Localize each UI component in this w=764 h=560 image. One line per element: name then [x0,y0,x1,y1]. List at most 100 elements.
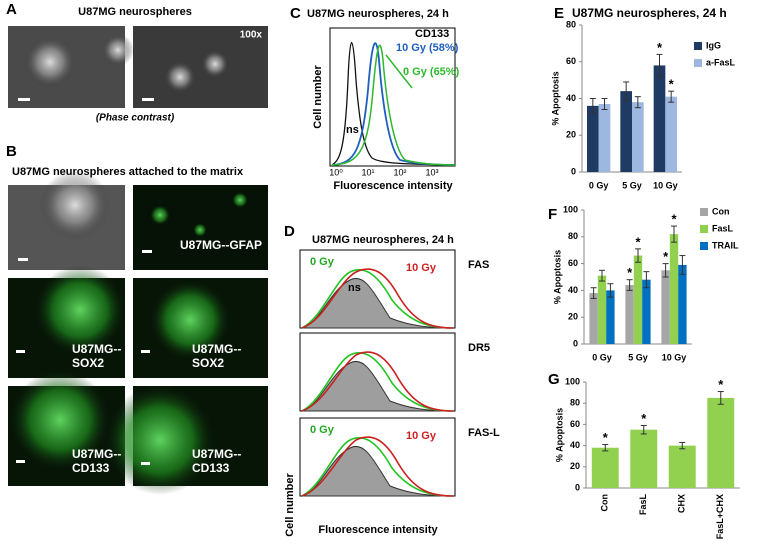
bar [678,264,687,344]
bar [630,429,658,488]
significance-star: * [657,40,663,55]
image-label: U87MG-- [192,447,241,461]
significance-star: * [627,265,633,280]
bar [665,96,677,172]
legend-swatch [694,59,702,67]
marker-label: FAS [468,259,489,271]
bar [620,91,632,172]
legend-swatch [700,225,708,233]
x-tick-label: CHX [677,494,687,513]
y-tick-label: 20 [568,312,578,322]
micrograph [8,26,134,108]
bar [587,105,599,172]
y-tick-label: 0 [573,338,578,348]
bar [653,65,666,172]
y-tick-label: 80 [568,231,578,241]
x-tick-label: 10 Gy [653,180,678,190]
bar [633,255,643,344]
y-tick-label: 20 [566,130,576,140]
y-axis-label: % Apoptosis [554,408,564,462]
caption: (Phase contrast) [96,113,175,124]
annotation: ns [348,282,361,294]
bar [669,234,679,344]
x-tick-label: FasL+CHX [715,494,725,539]
x-tick-label: 10³ [425,167,438,177]
legend-label: FasL [712,223,734,233]
x-tick-label: 5 Gy [622,180,642,190]
x-tick-label: FasL [638,494,648,516]
bar [668,445,696,488]
significance-star: * [603,430,609,445]
x-tick-label: 5 Gy [628,352,648,362]
annotation: 0 Gy (65%) [403,66,460,78]
y-tick-label: 80 [566,19,576,29]
histogram-curve [301,269,454,329]
legend-swatch [700,242,708,250]
annotation: ns [346,124,359,136]
marker-label: CD133 [415,28,449,40]
significance-star: * [663,249,669,264]
x-tick-label: 10⁰ [329,167,343,177]
histogram-curve [301,268,454,329]
bar [625,285,634,344]
histogram-curve [301,351,454,412]
y-tick-label: 60 [568,258,578,268]
annotation: 0 Gy [310,424,335,436]
bar [642,279,651,344]
image-label: SOX2 [72,356,104,370]
significance-star: * [635,234,641,249]
y-tick-label: 0 [575,482,580,492]
chart-title: U87MG neurospheres, 24 h [572,6,727,20]
marker-label: FAS-L [468,427,500,439]
image-label: CD133 [192,461,230,475]
x-tick-label: 10¹ [361,167,374,177]
y-tick-label: 100 [565,376,580,386]
x-axis-label: Fluorescence intensity [318,524,438,536]
y-tick-label: 20 [570,461,580,471]
legend-label: Con [712,206,730,216]
histogram-curve [301,352,454,412]
legend-label: a-FasL [706,57,736,67]
panel-letter: E [554,5,564,22]
panel-title: U87MG neurospheres attached to the matri… [12,166,244,178]
y-tick-label: 60 [566,56,576,66]
panel-letter: A [6,1,17,18]
panel-letter: F [548,206,557,223]
y-tick-label: 60 [570,419,580,429]
panel-letter: G [548,371,560,388]
y-tick-label: 40 [568,285,578,295]
y-tick-label: 40 [566,93,576,103]
image-label: U87MG-- [72,342,121,356]
bar [606,290,615,344]
y-axis-label: % Apoptosis [552,250,562,304]
legend-label: TRAIL [712,240,739,250]
x-tick-label: 10 Gy [662,352,687,362]
bar [707,397,735,488]
y-tick-label: 100 [563,204,578,214]
image-label: SOX2 [192,356,224,370]
bar [661,270,670,344]
magnification: 100x [240,30,263,41]
x-tick-label: 0 Gy [589,180,609,190]
bar [597,275,607,344]
histogram-curve [301,437,454,497]
significance-star: * [718,377,724,392]
y-axis-label: % Apoptosis [550,71,560,125]
y-axis-label: Cell number [284,473,296,537]
image-label: U87MG--GFAP [180,238,262,252]
annotation: 10 Gy [406,430,437,442]
histogram-plot [329,27,456,167]
y-tick-label: 0 [571,166,576,176]
panel-title: U87MG neurospheres, 24 h [307,8,449,20]
y-axis-label: Cell number [312,65,324,129]
panel-letter: B [6,143,17,160]
panel-title: U87MG neurospheres [78,6,192,18]
x-tick-label: Con [600,494,610,512]
legend-label: IgG [706,40,721,50]
bar [589,293,598,344]
micrograph [133,26,268,108]
annotation: 0 Gy [310,256,335,268]
image-label: U87MG-- [72,447,121,461]
panel-letter: C [290,5,301,22]
